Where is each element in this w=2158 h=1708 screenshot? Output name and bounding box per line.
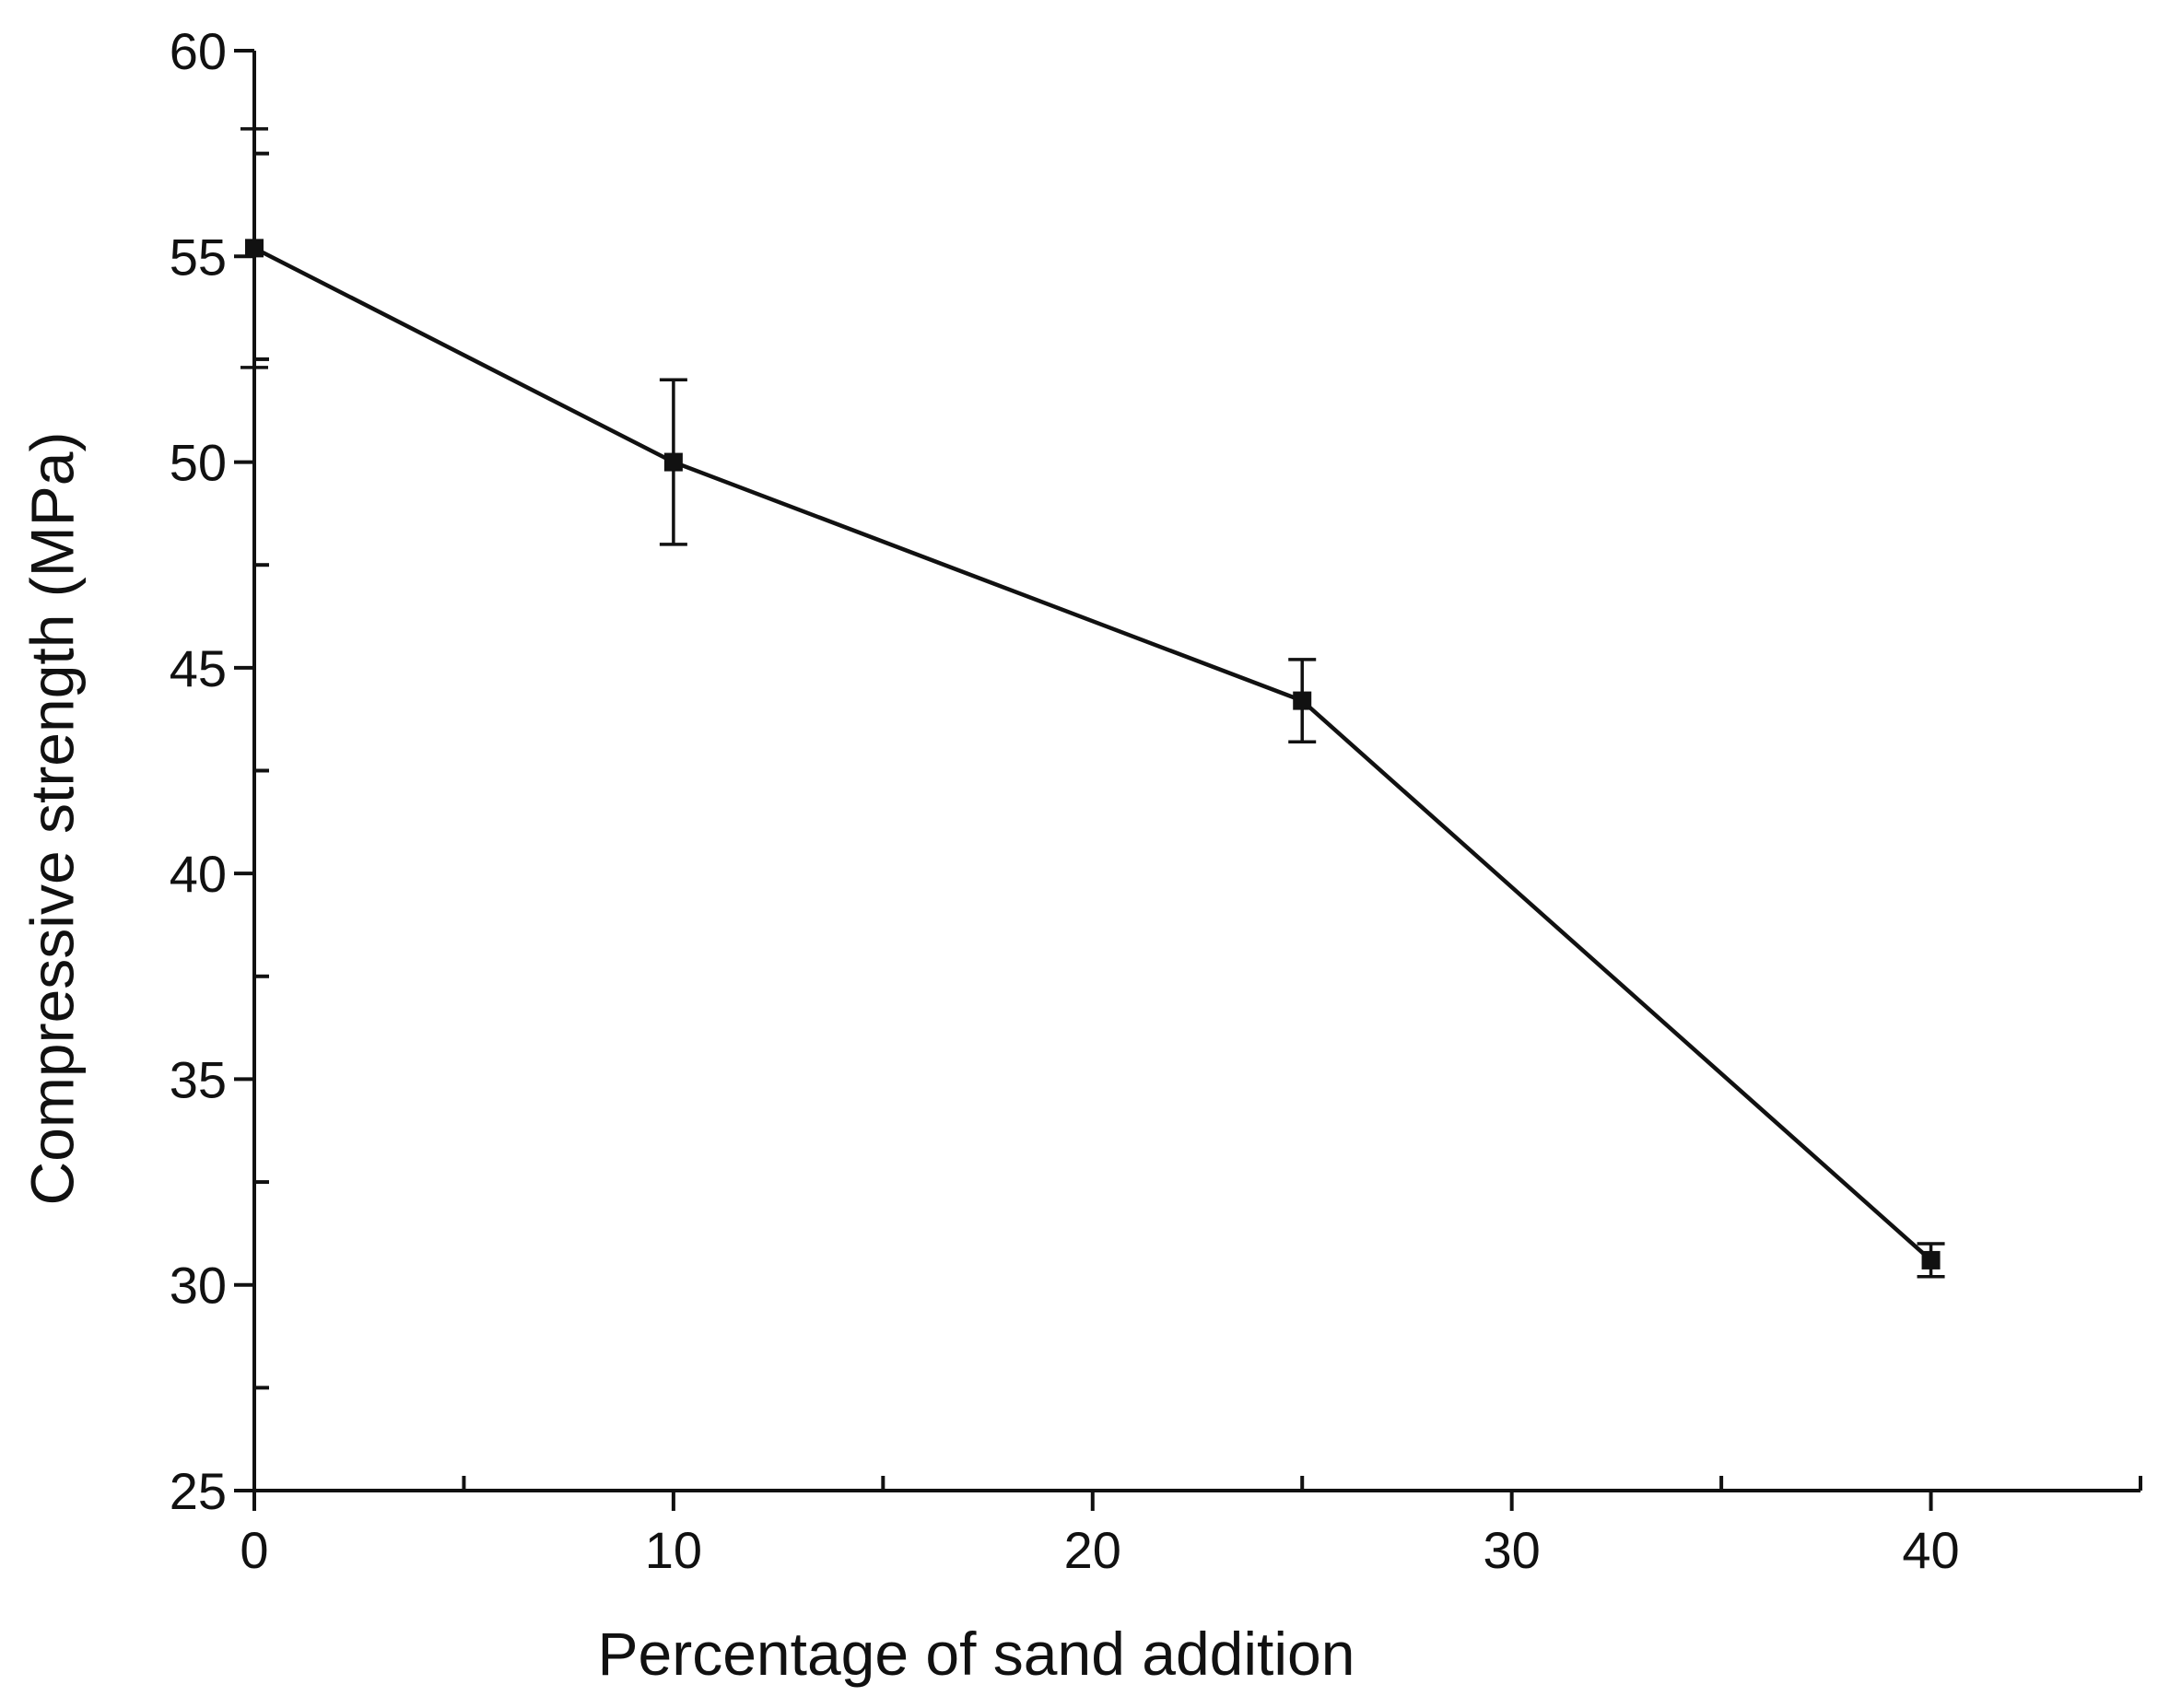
y-tick-label: 25	[170, 1462, 227, 1520]
y-axis-ticks: 25 30 35 40 45 50 55 60	[170, 22, 269, 1520]
x-tick-label: 30	[1484, 1521, 1541, 1579]
x-tick-label: 10	[645, 1521, 702, 1579]
data-point-marker	[1293, 691, 1312, 710]
y-tick-label: 55	[170, 228, 227, 286]
x-tick-label: 0	[240, 1521, 268, 1579]
y-tick-label: 35	[170, 1050, 227, 1108]
y-axis-label: Compressive strength (MPa)	[18, 432, 86, 1206]
y-tick-label: 45	[170, 639, 227, 697]
data-point-marker	[663, 452, 683, 472]
data-point-marker	[1921, 1250, 1941, 1269]
plot-area	[240, 127, 1945, 1279]
x-tick-label: 20	[1064, 1521, 1121, 1579]
x-axis-label: Percentage of sand addition	[598, 1620, 1355, 1688]
y-tick-label: 50	[170, 434, 227, 492]
y-tick-label: 30	[170, 1257, 227, 1315]
x-tick-label: 40	[1902, 1521, 1959, 1579]
data-point-marker	[245, 239, 264, 258]
x-axis-ticks: 0 10 20 30 40	[240, 1476, 2142, 1579]
y-tick-label: 60	[170, 22, 227, 80]
axes	[252, 51, 2140, 1492]
series-line	[252, 246, 1933, 1262]
y-tick-label: 40	[170, 845, 227, 903]
